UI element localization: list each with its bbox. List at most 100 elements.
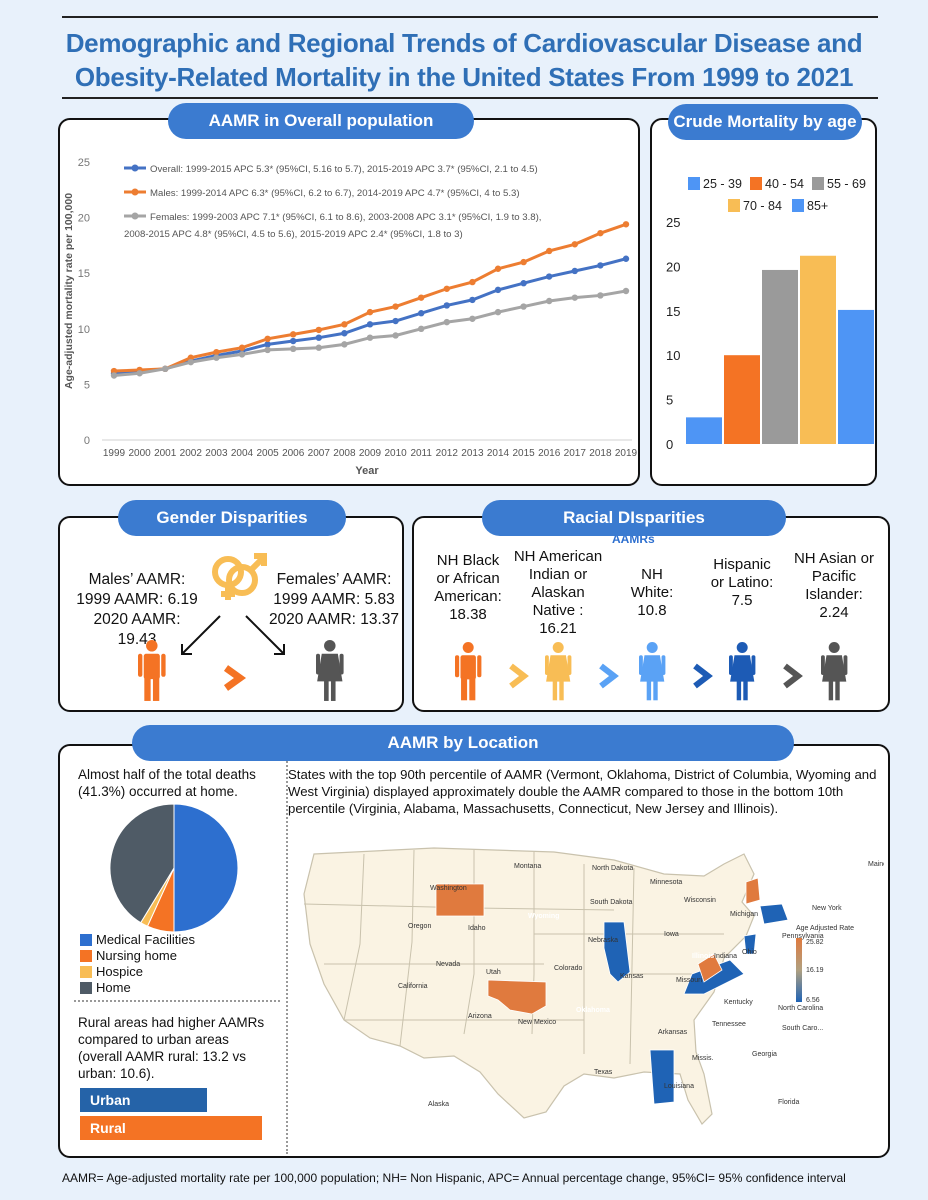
- data-point: [187, 354, 194, 361]
- data-point: [315, 326, 322, 334]
- map-legend-max: 25.82: [806, 939, 824, 946]
- y-tick-label: 5: [84, 379, 90, 391]
- legend-label: 70 - 84: [743, 199, 782, 213]
- data-point: [418, 310, 425, 317]
- data-point: [546, 273, 553, 280]
- females-line-1: Females’ AAMR:: [276, 571, 392, 588]
- racial-panel: AAMRs NH Black or African American: 18.3…: [412, 516, 890, 712]
- state-label: Arkansas: [658, 1029, 688, 1036]
- state-label: Ohio: [742, 949, 757, 956]
- males-line-2: 1999 AAMR: 6.19: [76, 591, 198, 608]
- state-label: Kansas: [620, 973, 644, 980]
- state-label: Colorado: [554, 965, 583, 972]
- state-border: [343, 853, 365, 1021]
- gender-graphics: [138, 553, 344, 701]
- data-point: [162, 365, 169, 373]
- state-label: Florida: [778, 1099, 800, 1106]
- race-figure-icon: [545, 642, 572, 701]
- pie-slice: [109, 803, 175, 924]
- left-divider: [74, 1000, 280, 1002]
- data-point: [366, 308, 374, 316]
- pie-legend-item: Medical Facilities: [80, 932, 195, 948]
- data-point: [315, 344, 322, 351]
- data-point: [494, 265, 502, 272]
- map-legend-title: Age Adjusted Rate: [796, 925, 854, 932]
- data-point: [187, 358, 194, 366]
- state-label: Wisconsin: [684, 897, 716, 904]
- data-point: [238, 351, 246, 358]
- data-point: [571, 241, 578, 248]
- bar: [724, 355, 760, 444]
- legend-label: 85+: [807, 199, 828, 213]
- x-tick-label: 2011: [410, 448, 432, 459]
- map-legend-bar: [796, 938, 802, 1002]
- bar: [838, 309, 874, 444]
- state-label: Oregon: [408, 923, 431, 930]
- race-label: NH White: 10.8: [630, 566, 674, 619]
- males-text: Males’ AAMR: 1999 AAMR: 6.19 2020 AAMR: …: [72, 570, 202, 650]
- data-point: [520, 280, 527, 287]
- data-point: [392, 303, 399, 310]
- state-border: [399, 849, 415, 1047]
- state-label: New Mexico: [518, 1019, 556, 1026]
- y-tick-label: 20: [78, 213, 90, 225]
- x-tick-label: 2016: [538, 448, 561, 459]
- data-point: [622, 221, 630, 228]
- data-point: [213, 348, 220, 356]
- state-label: Montana: [514, 863, 541, 870]
- footer-note: AAMR= Age-adjusted mortality rate per 10…: [62, 1171, 846, 1185]
- data-point: [622, 287, 630, 295]
- aamr-overall-panel: 0 5 10 15 20 25 1999 2000 2001 2002 2003 2004 2005 20…: [58, 118, 640, 486]
- gender-panel: Males’ AAMR: 1999 AAMR: 6.19 2020 AAMR: …: [58, 516, 404, 712]
- state-label: Alaska: [428, 1101, 449, 1108]
- data-point: [341, 330, 348, 337]
- y-tick-label: 20: [666, 259, 680, 274]
- home-text: Almost half of the total deaths (41.3%) …: [78, 767, 256, 799]
- highlighted-state: [697, 953, 723, 983]
- data-point: [443, 285, 450, 292]
- state-label: Georgia: [752, 1051, 777, 1058]
- state-label: Utah: [486, 969, 501, 976]
- racial-header: Racial DIsparities: [482, 500, 786, 536]
- legend-swatch: [80, 950, 92, 962]
- y-tick-label: 0: [84, 435, 90, 447]
- race-label: NH Black or African American: 18.38: [434, 552, 502, 623]
- pie-legend-item: Home: [80, 980, 195, 996]
- state-label: North Carolina: [778, 1005, 823, 1012]
- state-label: Nevada: [436, 961, 460, 968]
- y-tick-label: 0: [666, 437, 673, 452]
- state-label: California: [398, 983, 428, 990]
- race-figure-icon: [821, 642, 848, 701]
- urban-bar: Urban: [80, 1088, 208, 1112]
- data-point: [622, 255, 630, 262]
- y-tick-label: 15: [78, 268, 90, 280]
- race-figure-icon: [729, 642, 756, 701]
- bar: [800, 255, 836, 444]
- greater-than-icon: [223, 665, 247, 691]
- highlighted-state: [603, 921, 631, 983]
- arrow-right-icon: [245, 615, 285, 655]
- data-point: [443, 302, 450, 309]
- states-text: States with the top 90th percentile of A…: [288, 767, 877, 816]
- highlighted-state: [745, 877, 761, 905]
- data-point: [341, 341, 348, 348]
- data-point: [469, 296, 476, 304]
- location-pie-chart: [109, 803, 239, 933]
- x-tick-label: 2004: [231, 448, 254, 459]
- racial-figures: [455, 642, 848, 701]
- y-tick-label: 25: [666, 215, 680, 230]
- page-title: Demographic and Regional Trends of Cardi…: [65, 28, 863, 92]
- state-label: Illinois: [692, 953, 714, 960]
- data-point: [392, 317, 399, 325]
- legend-label: Medical Facilities: [96, 932, 195, 947]
- x-tick-label: 2019: [615, 448, 638, 459]
- series-line: [113, 222, 627, 373]
- highlighted-state: [435, 883, 485, 917]
- state-label: Oklahoma: [576, 1007, 610, 1014]
- crude-age-panel: 0 5 10 15 20 25 25 - 39 40 - 54 55 - 69 70 - 84 85…: [650, 118, 877, 486]
- x-tick-label: 2003: [205, 448, 228, 459]
- data-point: [264, 335, 271, 343]
- race-figure-icon: [639, 642, 666, 701]
- males-line-1: Males’ AAMR:: [88, 571, 186, 588]
